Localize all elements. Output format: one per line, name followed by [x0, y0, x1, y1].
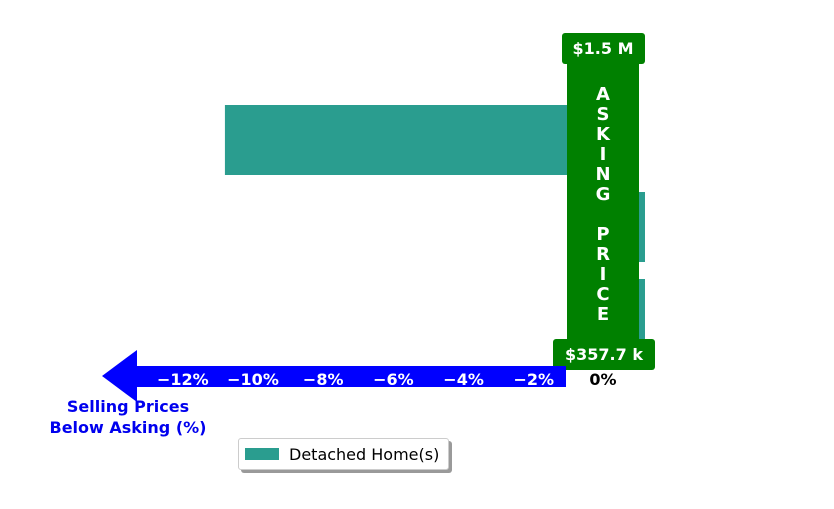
legend: Detached Home(s) [238, 438, 450, 470]
x-tick-label: −8% [303, 370, 344, 389]
asking-letter: A [596, 84, 610, 105]
x-axis-label: Selling Prices Below Asking (%) [40, 396, 216, 438]
legend-label: Detached Home(s) [289, 444, 440, 464]
price-bottom-label: $357.7 k [565, 345, 643, 364]
x-axis-label-line-1: Selling Prices [66, 397, 190, 416]
x-axis: −12% −10% −8% −6% −4% −2% 0% [102, 350, 617, 402]
bar-1 [224, 105, 605, 175]
asking-letter: S [597, 104, 610, 125]
asking-price-bar [567, 55, 639, 355]
asking-letter: N [595, 164, 610, 185]
asking-letter: K [596, 124, 611, 145]
asking-letter: C [596, 284, 609, 305]
asking-letter: R [596, 244, 610, 265]
x-tick-label: −2% [514, 370, 555, 389]
x-axis-label-line-2: Below Asking (%) [49, 418, 207, 437]
x-tick-label: −6% [373, 370, 414, 389]
price-top-label: $1.5 M [573, 39, 634, 58]
x-tick-label: −10% [227, 370, 279, 389]
legend-swatch [245, 448, 279, 460]
x-tick-label: −12% [157, 370, 209, 389]
asking-letter: G [596, 184, 611, 205]
asking-letter: E [597, 304, 609, 325]
price-top-badge [562, 33, 645, 64]
asking-letter: I [600, 264, 607, 285]
x-axis-ticks: −12% −10% −8% −6% −4% −2% 0% [157, 370, 617, 389]
x-tick-label: 0% [589, 370, 616, 389]
asking-letter: P [596, 224, 609, 245]
x-axis-arrow [102, 350, 566, 402]
price-bottom-badge [553, 339, 655, 370]
x-tick-label: −4% [443, 370, 484, 389]
asking-letter: I [600, 144, 607, 165]
